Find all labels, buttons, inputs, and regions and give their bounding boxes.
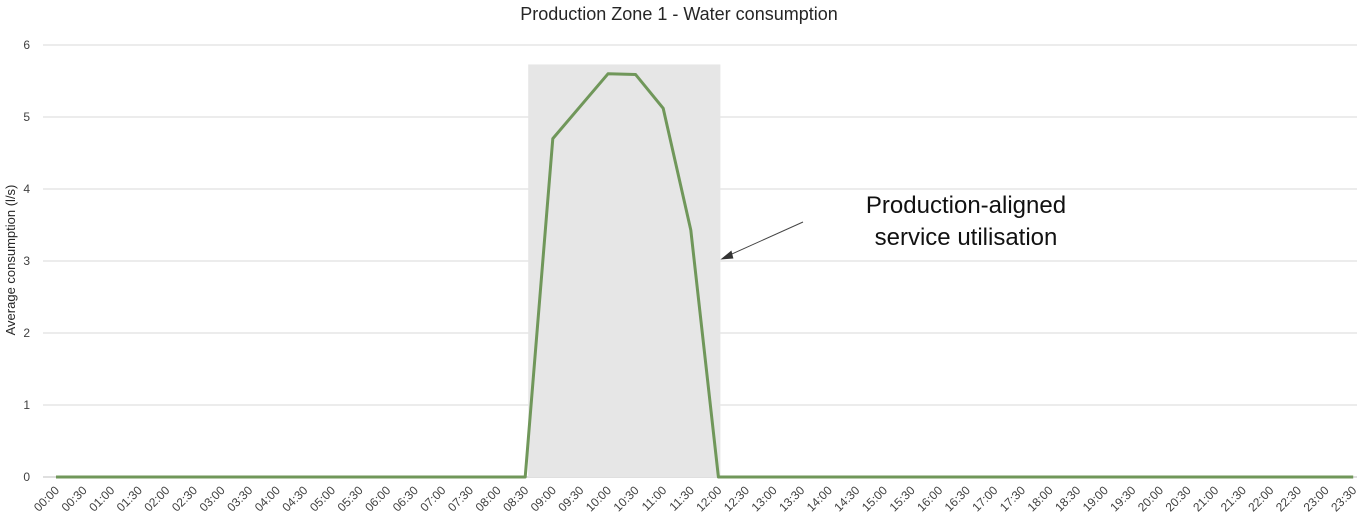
x-tick-label: 01:00 xyxy=(86,483,117,514)
x-tick-label: 05:30 xyxy=(335,483,366,514)
x-tick-label: 06:00 xyxy=(362,483,393,514)
x-tick-label: 16:00 xyxy=(914,483,945,514)
x-tick-label: 00:00 xyxy=(31,483,62,514)
x-tick-label: 15:00 xyxy=(859,483,890,514)
x-tick-label: 02:00 xyxy=(141,483,172,514)
x-tick-label: 14:30 xyxy=(831,483,862,514)
x-tick-label: 08:30 xyxy=(500,483,531,514)
x-tick-label: 13:30 xyxy=(776,483,807,514)
x-tick-label: 04:00 xyxy=(252,483,283,514)
y-tick-label: 2 xyxy=(23,326,30,340)
x-tick-label: 15:30 xyxy=(887,483,918,514)
x-tick-label: 23:30 xyxy=(1328,483,1357,514)
x-tick-label: 05:00 xyxy=(307,483,338,514)
x-tick-label: 12:30 xyxy=(721,483,752,514)
x-tick-label: 03:00 xyxy=(197,483,228,514)
x-tick-label: 09:30 xyxy=(555,483,586,514)
x-tick-label: 19:00 xyxy=(1080,483,1111,514)
highlight-band xyxy=(528,64,721,477)
x-tick-label: 21:00 xyxy=(1190,483,1221,514)
annotation-line-2: service utilisation xyxy=(875,224,1058,251)
x-tick-label: 10:30 xyxy=(611,483,642,514)
series-line xyxy=(56,72,1354,479)
x-tick-label: 09:00 xyxy=(528,483,559,514)
x-tick-label: 03:30 xyxy=(224,483,255,514)
x-tick-label: 11:30 xyxy=(666,483,697,514)
series-lines xyxy=(56,72,1354,479)
x-tick-label: 18:00 xyxy=(1025,483,1056,514)
x-tick-label: 06:30 xyxy=(390,483,421,514)
y-tick-label: 3 xyxy=(23,254,30,268)
y-tick-label: 6 xyxy=(23,38,30,52)
y-tick-label: 1 xyxy=(23,398,30,412)
annotation: Production-aligned service utilisation xyxy=(720,192,1066,260)
x-axis-ticks: 00:0000:3001:0001:3002:0002:3003:0003:30… xyxy=(31,483,1357,514)
x-tick-label: 07:30 xyxy=(445,483,476,514)
x-tick-label: 21:30 xyxy=(1218,483,1249,514)
annotation-arrowhead xyxy=(720,250,734,260)
x-tick-label: 16:30 xyxy=(942,483,973,514)
x-tick-label: 19:30 xyxy=(1107,483,1138,514)
x-tick-label: 20:00 xyxy=(1135,483,1166,514)
x-tick-label: 17:00 xyxy=(969,483,1000,514)
y-tick-label: 4 xyxy=(23,182,30,196)
annotation-line-1: Production-aligned xyxy=(866,192,1066,219)
x-tick-label: 10:00 xyxy=(583,483,614,514)
y-axis-label: Average consumption (l/s) xyxy=(3,185,18,336)
x-tick-label: 14:00 xyxy=(804,483,835,514)
x-tick-label: 04:30 xyxy=(279,483,310,514)
x-tick-label: 02:30 xyxy=(169,483,200,514)
y-tick-label: 5 xyxy=(23,110,30,124)
x-tick-label: 20:30 xyxy=(1163,483,1194,514)
x-tick-label: 18:30 xyxy=(1052,483,1083,514)
chart-title: Production Zone 1 - Water consumption xyxy=(520,4,838,24)
x-tick-label: 00:30 xyxy=(59,483,90,514)
x-tick-label: 07:00 xyxy=(417,483,448,514)
x-tick-label: 22:00 xyxy=(1245,483,1276,514)
x-tick-label: 01:30 xyxy=(114,483,145,514)
x-tick-label: 23:00 xyxy=(1301,483,1332,514)
y-axis-ticks: 0 1 2 3 4 5 6 xyxy=(23,38,30,484)
x-tick-label: 17:30 xyxy=(997,483,1028,514)
x-tick-label: 08:00 xyxy=(473,483,504,514)
x-tick-label: 12:00 xyxy=(693,483,724,514)
x-tick-label: 22:30 xyxy=(1273,483,1304,514)
annotation-arrow xyxy=(728,221,804,257)
y-tick-label: 0 xyxy=(23,470,30,484)
x-tick-label: 11:00 xyxy=(639,483,670,514)
x-tick-label: 13:00 xyxy=(749,483,780,514)
